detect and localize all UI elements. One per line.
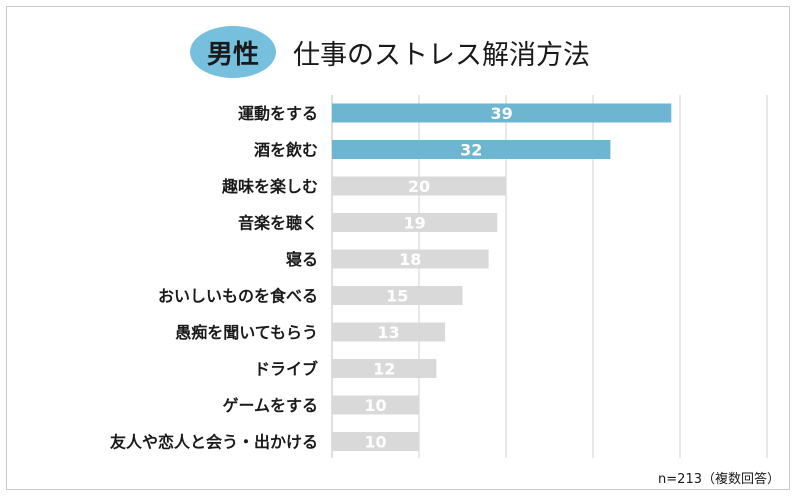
bar xyxy=(332,103,672,123)
chart-title: 仕事のストレス解消方法 xyxy=(293,40,590,71)
value-label: 10 xyxy=(364,433,386,452)
category-label: 酒を飲む xyxy=(254,141,318,160)
category-label: 音楽を聴く xyxy=(238,214,318,233)
category-label: 運動をする xyxy=(238,104,318,123)
category-label: 愚痴を聞いてもらう xyxy=(175,323,318,342)
sample-note: n=213（複数回答） xyxy=(658,472,780,487)
bar xyxy=(332,140,611,159)
bar xyxy=(332,432,419,451)
value-label: 32 xyxy=(460,141,482,160)
category-label: ドライブ xyxy=(254,360,318,379)
category-label: おいしいものを食べる xyxy=(158,287,318,306)
value-label: 39 xyxy=(491,104,513,123)
category-label: 友人や恋人と会う・出かける xyxy=(110,433,318,452)
gender-badge: 男性 xyxy=(190,26,276,78)
value-label: 19 xyxy=(404,214,426,233)
bar xyxy=(332,359,437,378)
value-label: 18 xyxy=(399,250,421,269)
bar xyxy=(332,249,489,269)
category-label: 趣味を楽しむ xyxy=(221,177,318,196)
value-label: 20 xyxy=(408,177,430,196)
bar xyxy=(332,322,446,342)
category-label: ゲームをする xyxy=(222,396,318,415)
value-label: 15 xyxy=(386,287,408,306)
value-label: 12 xyxy=(373,360,395,379)
category-label: 寝る xyxy=(286,250,318,269)
bar xyxy=(332,213,498,232)
bar xyxy=(332,395,419,415)
bar xyxy=(332,176,506,196)
value-label: 13 xyxy=(377,323,399,342)
bar xyxy=(332,286,463,305)
value-label: 10 xyxy=(364,396,386,415)
